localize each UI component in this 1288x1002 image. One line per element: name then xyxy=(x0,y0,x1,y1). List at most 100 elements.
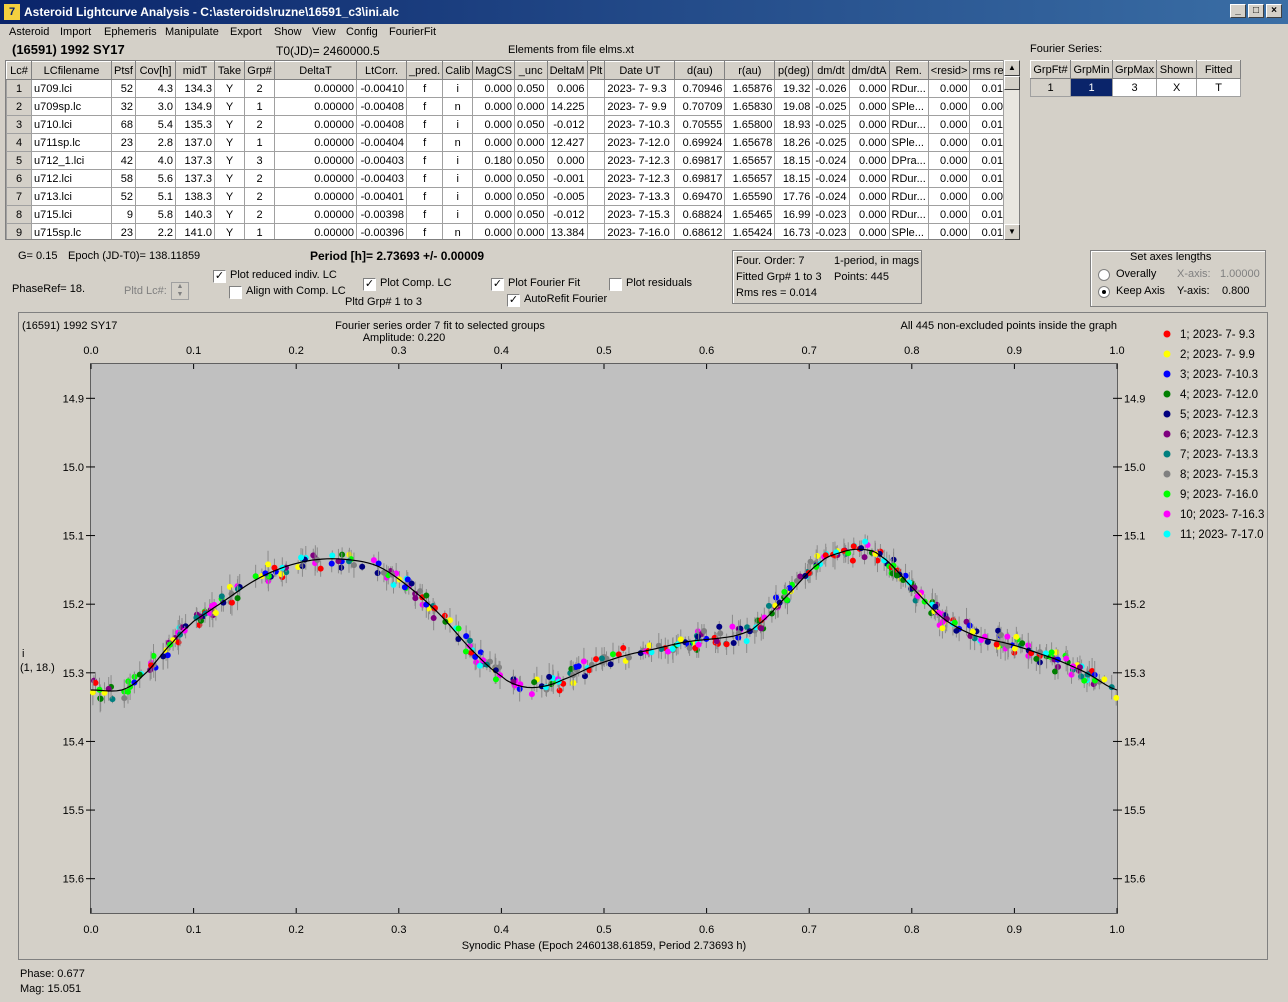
table-cell[interactable]: 0.68612 xyxy=(674,223,726,239)
table-cell[interactable]: 0.000 xyxy=(927,79,971,98)
table-cell[interactable]: 137.3 xyxy=(175,151,215,170)
table-cell[interactable]: 2023- 7-12.0 xyxy=(604,133,676,152)
table-cell[interactable]: 0.00000 xyxy=(274,187,357,206)
table-cell[interactable]: 13.384 xyxy=(546,223,588,239)
table-cell[interactable]: -0.026 xyxy=(812,79,850,98)
column-header[interactable]: Ptsf xyxy=(111,61,136,80)
row-number[interactable]: 3 xyxy=(6,115,32,134)
table-scrollbar[interactable]: ▲ ▼ xyxy=(1003,60,1020,240)
table-cell[interactable]: f xyxy=(405,223,444,239)
table-cell[interactable]: 0.050 xyxy=(513,187,548,206)
column-header[interactable]: Plt xyxy=(586,61,606,80)
table-cell[interactable]: 1.65800 xyxy=(724,115,776,134)
table-cell[interactable]: -0.024 xyxy=(812,151,850,170)
table-cell[interactable]: SPle... xyxy=(888,133,929,152)
table-cell[interactable]: 0.000 xyxy=(927,133,971,152)
pltd-lc-spinner[interactable]: ▲ ▼ xyxy=(171,282,189,300)
table-cell[interactable]: 0.000 xyxy=(472,223,515,239)
table-cell[interactable]: i xyxy=(442,115,474,134)
table-cell[interactable]: 1.65876 xyxy=(724,79,776,98)
fs-cell-grpmax[interactable]: 3 xyxy=(1111,78,1158,97)
table-cell[interactable]: 0.000 xyxy=(472,187,515,206)
table-cell[interactable]: -0.025 xyxy=(812,97,850,116)
menu-asteroid[interactable]: Asteroid xyxy=(9,26,50,38)
plot-fourier-checkbox[interactable]: ✓ xyxy=(491,278,504,291)
row-number[interactable]: 4 xyxy=(6,133,32,152)
row-number[interactable]: 1 xyxy=(6,79,32,98)
fs-col-grpft[interactable]: GrpFt# xyxy=(1030,60,1071,79)
table-row[interactable]: 5 u712_1.lci 42 4.0 137.3 Y 3 0.00000 -0.00403 f i… xyxy=(6,151,1013,170)
minimize-button[interactable]: _ xyxy=(1230,4,1246,18)
column-header[interactable]: _pred. xyxy=(405,61,444,80)
scroll-up-button[interactable]: ▲ xyxy=(1004,60,1020,76)
table-row[interactable]: 1 u709.lci 52 4.3 134.3 Y 2 0.00000 -0.00410 f i 0.… xyxy=(6,79,1013,98)
table-cell[interactable]: 138.3 xyxy=(175,187,215,206)
column-header[interactable]: rms res xyxy=(969,61,1013,80)
table-cell[interactable]: 0.000 xyxy=(927,223,971,239)
table-cell[interactable]: 0.00000 xyxy=(274,223,357,239)
close-button[interactable]: × xyxy=(1266,4,1282,18)
table-cell[interactable]: 0.000 xyxy=(472,97,515,116)
menu-manipulate[interactable]: Manipulate xyxy=(165,26,219,38)
table-cell[interactable]: -0.00410 xyxy=(356,79,407,98)
table-cell[interactable]: -0.00403 xyxy=(356,169,407,188)
table-cell[interactable]: RDur... xyxy=(888,205,929,224)
table-cell[interactable]: 2023- 7-13.3 xyxy=(604,187,676,206)
table-cell[interactable]: RDur... xyxy=(888,169,929,188)
table-cell[interactable]: -0.00404 xyxy=(356,133,407,152)
column-header[interactable]: DeltaT xyxy=(274,61,357,80)
plot-residuals-checkbox[interactable] xyxy=(609,278,622,291)
table-cell[interactable]: 0.000 xyxy=(848,223,890,239)
maximize-button[interactable]: □ xyxy=(1248,4,1264,18)
column-header[interactable]: p(deg) xyxy=(774,61,814,80)
table-cell[interactable]: 0.69470 xyxy=(674,187,726,206)
table-cell[interactable]: 2023- 7-12.3 xyxy=(604,151,676,170)
table-cell[interactable]: 0.69817 xyxy=(674,151,726,170)
table-cell[interactable]: 2023- 7-16.0 xyxy=(604,223,676,239)
row-number[interactable]: 9 xyxy=(6,223,32,239)
row-number[interactable]: 8 xyxy=(6,205,32,224)
table-cell[interactable]: 19.32 xyxy=(774,79,814,98)
x-axis-value[interactable]: 1.00000 xyxy=(1220,268,1260,280)
fs-cell-fitted[interactable]: T xyxy=(1196,78,1242,97)
table-cell[interactable]: 0.00000 xyxy=(274,133,357,152)
table-cell[interactable]: 18.26 xyxy=(774,133,814,152)
table-cell[interactable]: -0.023 xyxy=(812,205,850,224)
table-cell[interactable]: 1.65657 xyxy=(724,169,776,188)
column-header[interactable]: midT xyxy=(175,61,215,80)
column-header[interactable]: Rem. xyxy=(888,61,929,80)
table-row[interactable]: 3 u710.lci 68 5.4 135.3 Y 2 0.00000 -0.00408 f i 0.… xyxy=(6,115,1013,134)
column-header[interactable]: MagCS xyxy=(472,61,515,80)
table-cell[interactable]: 58 xyxy=(111,169,136,188)
fs-col-shown[interactable]: Shown xyxy=(1156,60,1198,79)
table-cell[interactable]: 1.65465 xyxy=(724,205,776,224)
table-row[interactable]: 7 u713.lci 52 5.1 138.3 Y 2 0.00000 -0.00401 f i 0.… xyxy=(6,187,1013,206)
table-row[interactable]: 9 u715sp.lc 23 2.2 141.0 Y 1 0.00000 -0.00396 f n 0… xyxy=(6,223,1013,239)
scroll-down-button[interactable]: ▼ xyxy=(1004,224,1020,240)
table-cell[interactable]: 5.8 xyxy=(135,205,176,224)
table-cell[interactable]: 0.000 xyxy=(848,79,890,98)
table-cell[interactable]: 0.015 xyxy=(969,223,1013,239)
column-header[interactable]: Take xyxy=(214,61,245,80)
table-cell[interactable]: 14.225 xyxy=(546,97,588,116)
table-cell[interactable]: -0.025 xyxy=(812,133,850,152)
table-cell[interactable]: -0.00396 xyxy=(356,223,407,239)
column-header[interactable]: DeltaM xyxy=(546,61,588,80)
table-cell[interactable]: 12.427 xyxy=(546,133,588,152)
table-cell[interactable]: 0.70946 xyxy=(674,79,726,98)
table-cell[interactable]: RDur... xyxy=(888,187,929,206)
table-cell[interactable]: -0.00401 xyxy=(356,187,407,206)
table-cell[interactable]: 0.000 xyxy=(513,133,548,152)
table-cell[interactable]: 1.65590 xyxy=(724,187,776,206)
plot-reduced-checkbox[interactable]: ✓ xyxy=(213,270,226,283)
table-cell[interactable]: 0.000 xyxy=(848,151,890,170)
table-cell[interactable]: 0.000 xyxy=(848,115,890,134)
table-cell[interactable]: 0.000 xyxy=(848,97,890,116)
table-cell[interactable]: 2023- 7-12.3 xyxy=(604,169,676,188)
table-cell[interactable]: 2023- 7-10.3 xyxy=(604,115,676,134)
table-cell[interactable]: 0.00000 xyxy=(274,115,357,134)
column-header[interactable]: Lc# xyxy=(6,61,32,80)
column-header[interactable]: dm/dt xyxy=(812,61,850,80)
table-cell[interactable]: 17.76 xyxy=(774,187,814,206)
scroll-thumb[interactable] xyxy=(1004,76,1020,90)
